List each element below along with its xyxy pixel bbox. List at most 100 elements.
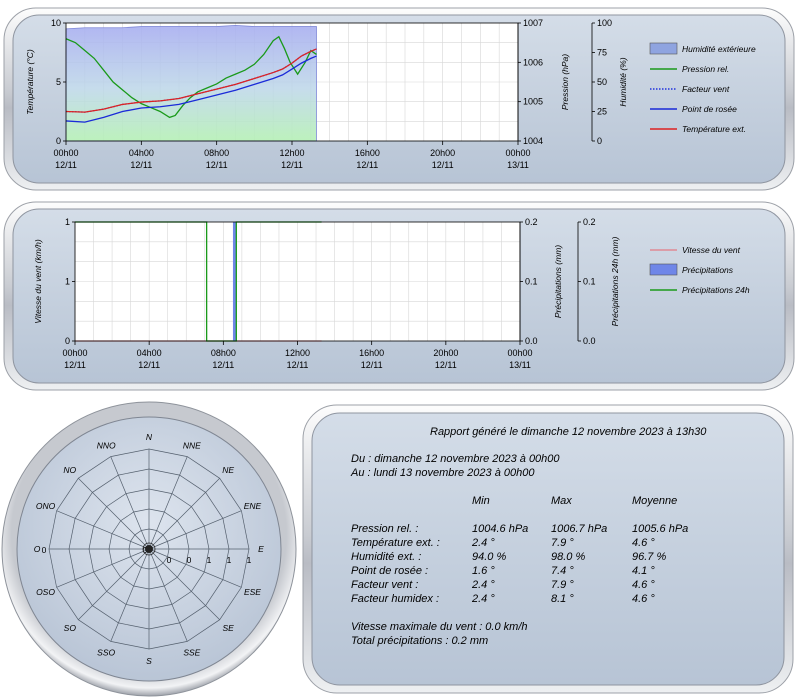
row-label: Température ext. : xyxy=(351,537,440,549)
direction-label: O xyxy=(34,544,41,554)
tick-label-right: 0.1 xyxy=(525,277,538,287)
ring-label: 0 xyxy=(167,555,172,565)
tick-label-x-date: 12/11 xyxy=(281,160,303,170)
row-avg: 4.6 ° xyxy=(632,593,655,605)
row-label: Humidité ext. : xyxy=(351,551,422,563)
axis-label-left: Température (°C) xyxy=(25,49,35,115)
legend-label: Température ext. xyxy=(682,124,746,134)
row-min: 94.0 % xyxy=(472,551,507,563)
ring-label: 1 xyxy=(207,555,212,565)
tick-label-left: 0 xyxy=(56,136,61,146)
tick-label-x: 00h00 xyxy=(505,148,530,158)
tick-label-x: 12h00 xyxy=(279,148,304,158)
direction-label: SSO xyxy=(97,647,115,657)
direction-label: NO xyxy=(63,465,76,475)
radar-spoke xyxy=(148,478,220,550)
tick-label-x: 12h00 xyxy=(285,348,310,358)
precipitation-bar xyxy=(232,222,236,341)
series-line xyxy=(65,48,317,113)
legend-label: Facteur vent xyxy=(682,84,730,94)
row-avg: 4.6 ° xyxy=(632,579,655,591)
tick-label-left: 5 xyxy=(56,77,61,87)
tick-label-x-date: 12/11 xyxy=(212,360,234,370)
radar-spoke xyxy=(148,510,242,550)
chart-temperature-pressure: 0 5 10 Température (°C) 1004 1005 1006 1007 Pres… xyxy=(3,7,795,191)
tick-label-x: 04h00 xyxy=(129,148,154,158)
tick-label-x-date: 12/11 xyxy=(64,360,86,370)
row-max: 98.0 % xyxy=(551,551,586,563)
tick-label-x-date: 13/11 xyxy=(509,360,531,370)
tick-label-x: 16h00 xyxy=(359,348,384,358)
legend-label: Vitesse du vent xyxy=(682,245,741,255)
row-min: 2.4 ° xyxy=(472,537,495,549)
direction-label: SO xyxy=(64,623,77,633)
tick-label-x-date: 12/11 xyxy=(361,360,383,370)
axis-label-right: Humidité (%) xyxy=(618,57,628,106)
total-precipitation: Total précipitations : 0.2 mm xyxy=(351,635,489,647)
direction-label: ESE xyxy=(244,587,261,597)
row-min: 1.6 ° xyxy=(472,565,495,577)
radar-spoke xyxy=(56,510,150,550)
ring-label: 1 xyxy=(227,555,232,565)
tick-label-right: 1006 xyxy=(523,57,543,67)
ring-label: 0 xyxy=(187,555,192,565)
axis-label-right: Précipitations (mm) xyxy=(553,245,563,318)
row-avg: 4.1 ° xyxy=(632,565,655,577)
chart-wind-precipitation: 0 1 1 Vitesse du vent (km/h) 0.0 0.1 0.2 Précip… xyxy=(3,201,795,391)
radar-spoke xyxy=(148,548,220,620)
column-min: Min xyxy=(472,495,490,507)
row-max: 8.1 ° xyxy=(551,593,574,605)
tick-label-right: 25 xyxy=(597,107,607,117)
radar-spoke xyxy=(78,548,150,620)
row-label: Facteur humidex : xyxy=(351,593,440,605)
tick-label-x: 00h00 xyxy=(507,348,532,358)
tick-label-right: 100 xyxy=(597,18,612,28)
direction-label: SSE xyxy=(183,647,200,657)
tick-label-x: 00h00 xyxy=(53,148,78,158)
legend-label: Humidité extérieure xyxy=(682,44,756,54)
legend-label: Point de rosée xyxy=(682,104,737,114)
row-avg: 4.6 ° xyxy=(632,537,655,549)
tick-label-right: 0.2 xyxy=(525,217,538,227)
tick-label-x: 08h00 xyxy=(211,348,236,358)
direction-label: ONO xyxy=(36,501,56,511)
tick-label-x: 08h00 xyxy=(204,148,229,158)
ring-label: 0 xyxy=(42,545,47,555)
tick-label-x-date: 12/11 xyxy=(435,360,457,370)
series-area-humidity xyxy=(65,24,317,142)
tick-label-x-date: 12/11 xyxy=(356,160,378,170)
tick-label-right: 1007 xyxy=(523,18,543,28)
legend-label: Pression rel. xyxy=(682,64,729,74)
tick-label-x: 04h00 xyxy=(137,348,162,358)
legend-label: Précipitations 24h xyxy=(682,285,750,295)
ring-label: 1 xyxy=(247,555,252,565)
tick-label-right: 0 xyxy=(597,136,602,146)
tick-label-x-date: 12/11 xyxy=(206,160,228,170)
radar-spoke xyxy=(56,548,150,588)
axis-label-left: Vitesse du vent (km/h) xyxy=(33,239,43,324)
report-panel: Rapport généré le dimanche 12 novembre 2… xyxy=(302,404,794,694)
radar-spoke xyxy=(148,548,242,588)
tick-label-right: 0.1 xyxy=(583,277,596,287)
series-line xyxy=(65,35,317,119)
tick-label-x-date: 13/11 xyxy=(507,160,529,170)
radar-spoke xyxy=(78,478,150,550)
tick-label-right: 1004 xyxy=(523,136,543,146)
report-period-to: Au : lundi 13 novembre 2023 à 00h00 xyxy=(351,467,535,479)
tick-label-x-date: 12/11 xyxy=(287,360,309,370)
series-line xyxy=(65,55,317,123)
direction-label: NNE xyxy=(183,441,201,451)
direction-label: SE xyxy=(223,623,235,633)
direction-label: S xyxy=(146,656,152,666)
direction-label: OSO xyxy=(36,587,55,597)
direction-label: E xyxy=(258,544,264,554)
tick-label-x-date: 12/11 xyxy=(138,360,160,370)
legend-swatch xyxy=(649,42,678,55)
tick-label-left: 1 xyxy=(65,277,70,287)
row-label: Facteur vent : xyxy=(351,579,419,591)
rose-center xyxy=(145,545,153,553)
direction-label: ENE xyxy=(244,501,262,511)
tick-label-right: 75 xyxy=(597,48,607,58)
tick-label-right: 1005 xyxy=(523,97,543,107)
tick-label-x: 16h00 xyxy=(355,148,380,158)
